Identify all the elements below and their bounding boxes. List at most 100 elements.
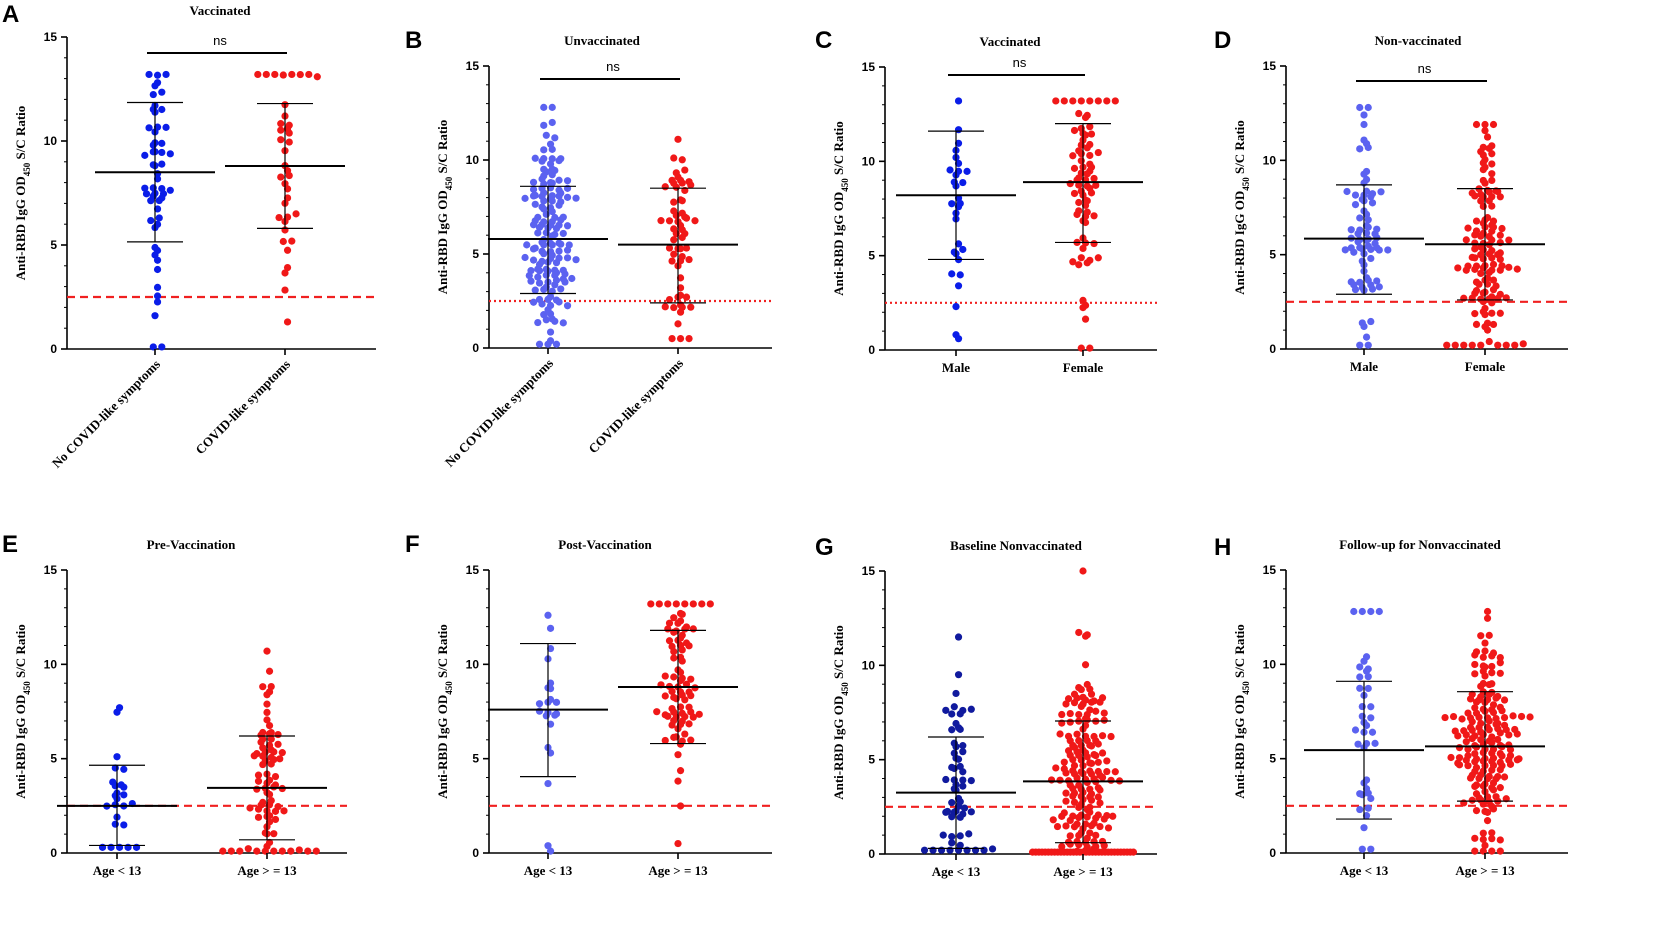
panel-d-point [1368, 199, 1377, 207]
panel-d-point [1451, 341, 1459, 349]
panel-b-point [544, 340, 552, 348]
panel-d-point [1364, 341, 1372, 349]
panel-c-title: Vaccinated [980, 34, 1042, 49]
panel-b-point [561, 278, 569, 286]
panel-g-point [1100, 815, 1108, 823]
panel-b-point [548, 232, 556, 240]
panel-b-point [678, 233, 686, 242]
panel-h-point [1485, 726, 1493, 734]
panel-c-point [1069, 97, 1077, 105]
panel-a-y-tick-label: 5 [50, 238, 57, 252]
panel-c-point [1094, 148, 1102, 157]
panel-h-point [1468, 718, 1476, 726]
panel-f-point [546, 685, 555, 693]
panel-c-point [1075, 261, 1083, 269]
panel-a-point [151, 312, 159, 320]
panel-c-point [1052, 97, 1060, 105]
panel-d-point [1367, 245, 1375, 254]
panel-d-point [1488, 150, 1496, 158]
panel-g-point [1103, 767, 1111, 776]
panel-h-point [1488, 829, 1496, 837]
panel-b-y-tick-label: 15 [466, 59, 480, 73]
panel-g-point [1107, 776, 1115, 784]
panel-h-point [1475, 774, 1483, 783]
panel-d-point [1460, 294, 1468, 302]
panel-e-point [254, 813, 263, 821]
panel-f-y-tick-label: 5 [472, 752, 479, 766]
panel-b-point [548, 118, 556, 127]
panel-h-point [1483, 775, 1492, 783]
panel-f-point [698, 600, 706, 608]
panel-b-point [555, 157, 563, 165]
panel-d-significance-label: ns [1418, 61, 1432, 76]
panel-d-point [1485, 268, 1493, 277]
panel-d-y-axis-label: Anti-RBD IgG OD450 S/C Ratio [1232, 120, 1251, 295]
panel-d-point [1505, 236, 1513, 244]
panel-e-point [295, 846, 303, 854]
panel-b-point [529, 221, 538, 229]
panel-d-point [1475, 280, 1483, 288]
panel-d-point [1364, 143, 1372, 152]
panel-b-point [552, 340, 561, 348]
panel-a-x-category-label: COVID-like symptoms [192, 357, 293, 458]
panel-c-point [956, 271, 964, 279]
panel-b-y-tick-label: 5 [472, 247, 479, 261]
panel-g-point [942, 808, 950, 816]
panel-g-point [1083, 813, 1091, 821]
panel-f-title: Post-Vaccination [558, 537, 652, 552]
panel-e-point [120, 821, 128, 829]
panel-e-point [263, 691, 271, 699]
panel-f-point [676, 676, 685, 685]
panel-d-point [1481, 311, 1489, 319]
panel-b-point [548, 171, 556, 179]
panel-e-point [111, 820, 119, 828]
panel-f-point [672, 600, 680, 608]
panel-c-point [1077, 97, 1085, 105]
panel-e-point [111, 782, 119, 790]
panel-g-point [1070, 699, 1079, 707]
panel-e-point [267, 760, 275, 768]
panel-a-point [277, 173, 285, 181]
panel-d-point [1481, 120, 1489, 129]
panel-h-point [1500, 713, 1509, 722]
panel-g-point [1100, 842, 1108, 850]
panel-g-point [988, 845, 997, 853]
panel-e-point [254, 805, 263, 813]
panel-e-y-axis-label: Anti-RBD IgG OD450 S/C Ratio [13, 624, 32, 799]
panel-g-y-tick-label: 10 [862, 658, 876, 672]
panel-d-point [1479, 297, 1487, 306]
panel-d-point [1502, 341, 1510, 349]
panel-f-point [674, 751, 682, 759]
panel-c-point [1075, 109, 1083, 118]
panel-a-point [151, 82, 159, 90]
panel-g-point [1077, 685, 1085, 694]
panel-e-point [120, 765, 128, 773]
panel-a-letter: A [2, 1, 19, 28]
panel-g-point [956, 813, 964, 821]
panel-h-point [1472, 698, 1481, 706]
panel-d-point [1496, 193, 1504, 201]
panel-h-point [1471, 670, 1479, 678]
panel-a-y-tick-label: 15 [44, 30, 58, 44]
panel-d-point [1477, 269, 1485, 278]
panel-h-point [1367, 703, 1375, 711]
panel-f-point [535, 700, 544, 708]
panel-h-point [1496, 729, 1504, 737]
panel-h-point [1367, 794, 1375, 803]
panel-h-point [1375, 607, 1383, 616]
panel-b-point [538, 300, 546, 308]
panel-e-point [278, 847, 286, 855]
panel-b-point [563, 193, 572, 201]
panel-h-point [1458, 715, 1466, 723]
panel-c-point [1081, 201, 1090, 209]
panel-a-point [313, 73, 321, 81]
panel-b-point [529, 256, 538, 264]
panel-c-point [1090, 174, 1098, 183]
panel-a-point [141, 151, 149, 159]
panel-a-point [279, 237, 287, 246]
panel-a-point [153, 292, 162, 300]
panel-b-point [674, 135, 682, 143]
panel-h-point [1513, 730, 1521, 738]
panel-f-point [670, 673, 678, 681]
panel-d-point [1343, 187, 1351, 196]
